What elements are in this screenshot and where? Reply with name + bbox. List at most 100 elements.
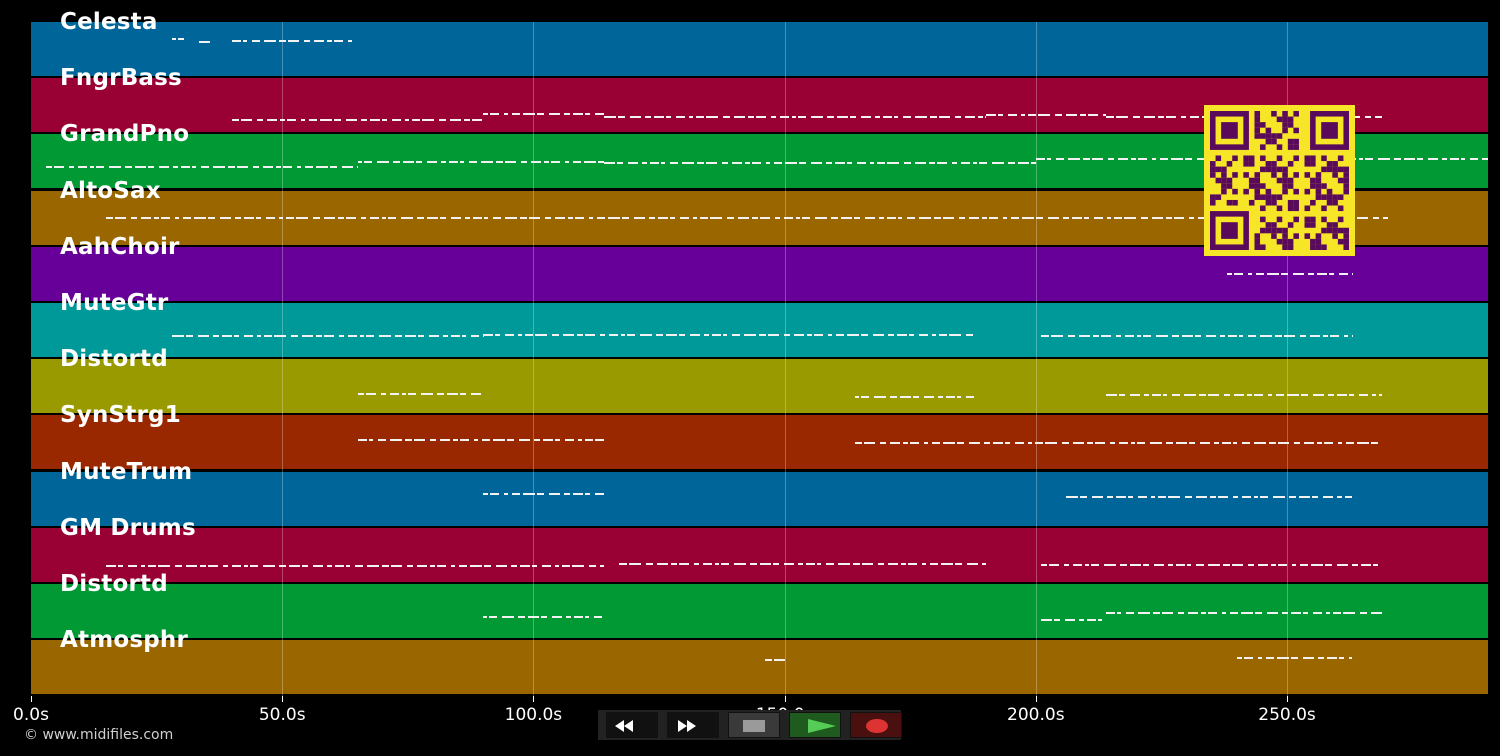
rewind-icon: [615, 720, 633, 732]
note-mark: [437, 564, 447, 567]
note-mark: [923, 442, 928, 445]
note-mark: [1100, 335, 1111, 338]
note-mark: [1224, 394, 1231, 397]
note-mark: [695, 115, 704, 118]
note-mark: [420, 393, 433, 396]
note-mark: [504, 113, 509, 116]
note-mark: [148, 564, 157, 567]
note-mark: [504, 493, 509, 496]
note-mark: [603, 115, 616, 118]
note-mark: [297, 166, 302, 169]
note-mark: [330, 166, 338, 169]
note-mark: [1174, 216, 1185, 219]
note-mark: [939, 334, 948, 337]
play-button[interactable]: [789, 712, 841, 738]
note-mark: [1360, 612, 1368, 615]
note-mark: [1063, 216, 1070, 219]
note-mark: [490, 493, 500, 496]
note-mark: [755, 115, 766, 118]
note-mark: [256, 216, 262, 219]
note-mark: [784, 162, 797, 165]
note-mark: [1136, 335, 1141, 338]
note-mark: [554, 439, 560, 442]
note-mark: [1322, 496, 1333, 499]
note-mark: [1188, 442, 1195, 445]
note-mark: [473, 216, 483, 219]
fast-forward-button[interactable]: [667, 712, 719, 738]
note-mark: [1166, 116, 1177, 119]
note-mark: [542, 439, 553, 442]
note-mark: [1255, 273, 1264, 276]
note-mark: [1208, 394, 1220, 397]
track-name-label: GrandPno: [60, 121, 190, 148]
note-mark: [1303, 612, 1309, 615]
note-mark: [573, 493, 584, 496]
note-mark: [363, 161, 372, 164]
note-mark: [324, 216, 336, 219]
note-mark: [1084, 563, 1089, 566]
note-mark: [1274, 335, 1282, 338]
stop-button[interactable]: [728, 712, 780, 738]
note-mark: [1130, 394, 1141, 397]
note-mark: [621, 334, 626, 337]
note-mark: [1184, 158, 1192, 161]
note-mark: [723, 334, 728, 337]
note-mark: [775, 216, 781, 219]
track-name-label: SynStrg1: [60, 402, 181, 429]
track-name-label: FngrBass: [60, 65, 182, 92]
note-mark: [1082, 158, 1090, 161]
note-mark: [759, 562, 771, 565]
track-lane: [31, 471, 1488, 526]
note-mark: [231, 119, 239, 122]
note-mark: [404, 439, 412, 442]
note-mark: [459, 564, 468, 567]
note-mark: [518, 616, 526, 619]
note-mark: [135, 166, 147, 169]
note-mark: [220, 216, 232, 219]
note-mark: [731, 162, 742, 165]
note-mark: [1317, 657, 1324, 660]
note-mark: [308, 119, 317, 122]
note-mark: [263, 564, 276, 567]
note-mark: [1365, 116, 1372, 119]
note-mark: [411, 119, 420, 122]
note-mark: [936, 162, 947, 165]
note-mark: [919, 216, 932, 219]
note-mark: [1234, 394, 1245, 397]
note-mark: [359, 335, 364, 338]
note-mark: [943, 216, 955, 219]
note-mark: [436, 393, 444, 396]
note-mark: [1106, 612, 1116, 615]
note-mark: [505, 216, 518, 219]
note-mark: [263, 335, 272, 338]
note-mark: [1127, 496, 1133, 499]
note-mark: [279, 564, 287, 567]
record-button[interactable]: [850, 712, 902, 738]
note-mark: [889, 396, 897, 399]
note-mark: [898, 216, 903, 219]
note-mark: [1291, 612, 1302, 615]
note-mark: [826, 115, 834, 118]
note-mark: [201, 166, 210, 169]
note-mark: [1291, 563, 1296, 566]
note-mark: [816, 562, 821, 565]
note-mark: [1343, 335, 1348, 338]
note-mark: [1167, 563, 1173, 566]
note-mark: [954, 115, 961, 118]
note-mark: [912, 396, 919, 399]
note-mark: [278, 39, 286, 42]
note-mark: [752, 216, 759, 219]
note-mark: [577, 439, 582, 442]
note-mark: [600, 334, 606, 337]
note-mark: [237, 166, 249, 169]
note-mark: [640, 334, 653, 337]
note-mark: [929, 562, 938, 565]
note-mark: [483, 616, 488, 619]
note-mark: [617, 115, 625, 118]
note-mark: [388, 216, 397, 219]
note-mark: [696, 162, 704, 165]
note-mark: [1064, 619, 1075, 622]
note-mark: [584, 439, 593, 442]
rewind-button[interactable]: [606, 712, 658, 738]
note-mark: [1097, 619, 1102, 622]
